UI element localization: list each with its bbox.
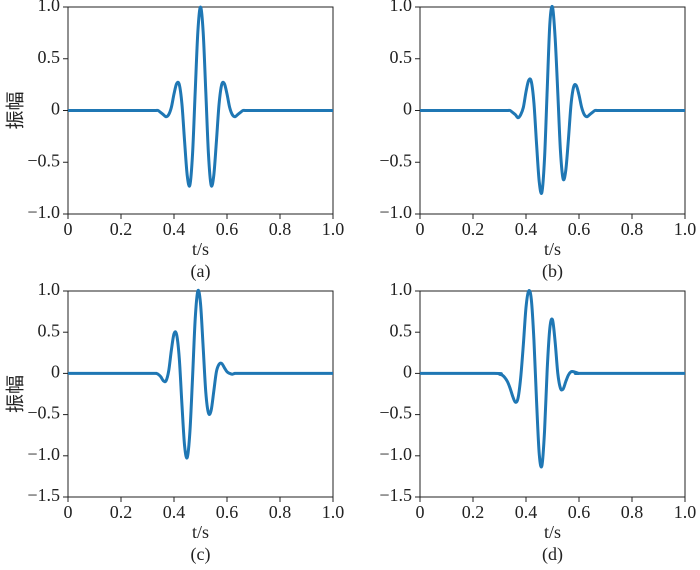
- x-tick-label: 1.0: [322, 502, 345, 522]
- subplot-caption: (b): [542, 261, 563, 282]
- subplot-caption: (d): [542, 544, 563, 565]
- x-axis-label: t/s: [192, 239, 209, 259]
- x-tick-label: 0.4: [163, 502, 186, 522]
- x-tick-label: 0.8: [621, 219, 644, 239]
- x-tick-label: 0.6: [216, 219, 239, 239]
- plot-frame: [419, 290, 686, 498]
- wave-line: [419, 289, 685, 469]
- plot-frame: [67, 290, 334, 498]
- x-tick-label: 0: [416, 502, 425, 522]
- y-tick-label: 0.5: [38, 47, 61, 67]
- x-tick-label: 0.2: [462, 502, 485, 522]
- y-tick-label: −0.5: [379, 403, 412, 423]
- wave-line: [68, 288, 333, 460]
- x-tick-label: 0.8: [269, 219, 292, 239]
- y-tick-label: −1.0: [379, 444, 412, 464]
- y-tick-label: 0: [51, 362, 60, 382]
- x-tick-label: 0.8: [269, 502, 292, 522]
- x-tick-label: 1.0: [674, 502, 697, 522]
- x-tick-label: 0.8: [621, 502, 644, 522]
- y-axis-label: 振幅: [5, 375, 27, 413]
- x-axis-label: t/s: [192, 522, 209, 542]
- x-tick-label: 0.4: [515, 502, 538, 522]
- x-tick-label: 0: [64, 502, 73, 522]
- y-tick-label: −0.5: [379, 150, 412, 170]
- x-tick-label: 1.0: [674, 219, 697, 239]
- y-tick-label: 1.0: [390, 279, 413, 299]
- x-tick-label: 0.2: [110, 219, 133, 239]
- y-axis-label: 振幅: [5, 91, 27, 129]
- y-tick-label: 0.5: [390, 320, 413, 340]
- x-axis-label: t/s: [544, 522, 561, 542]
- x-tick-label: 0.6: [568, 219, 591, 239]
- y-tick-label: −1.5: [27, 485, 60, 505]
- y-tick-label: −1.0: [27, 202, 60, 222]
- x-tick-label: 0: [64, 219, 73, 239]
- wave-line: [68, 5, 333, 188]
- x-axis-label: t/s: [544, 239, 561, 259]
- y-tick-label: 1.0: [38, 0, 61, 15]
- y-tick-label: 0: [403, 99, 412, 119]
- x-tick-label: 0.2: [462, 219, 485, 239]
- y-tick-label: −0.5: [27, 403, 60, 423]
- y-tick-label: 0.5: [38, 320, 61, 340]
- y-tick-label: 1.0: [38, 279, 61, 299]
- x-tick-label: 0.2: [110, 502, 133, 522]
- subplot-caption: (a): [191, 261, 211, 282]
- y-tick-label: −0.5: [27, 150, 60, 170]
- y-tick-label: 1.0: [390, 0, 413, 15]
- wave-line: [420, 4, 685, 195]
- y-tick-label: −1.0: [379, 202, 412, 222]
- x-tick-label: 0.6: [216, 502, 239, 522]
- y-tick-label: 0: [403, 362, 412, 382]
- x-tick-label: 0.6: [568, 502, 591, 522]
- y-tick-label: 0.5: [390, 47, 413, 67]
- y-tick-label: 0: [51, 99, 60, 119]
- x-tick-label: 0.4: [163, 219, 186, 239]
- x-tick-label: 0: [416, 219, 425, 239]
- x-tick-label: 1.0: [322, 219, 345, 239]
- y-tick-label: −1.0: [27, 444, 60, 464]
- y-tick-label: −1.5: [379, 485, 412, 505]
- x-tick-label: 0.4: [515, 219, 538, 239]
- subplot-caption: (c): [191, 544, 211, 565]
